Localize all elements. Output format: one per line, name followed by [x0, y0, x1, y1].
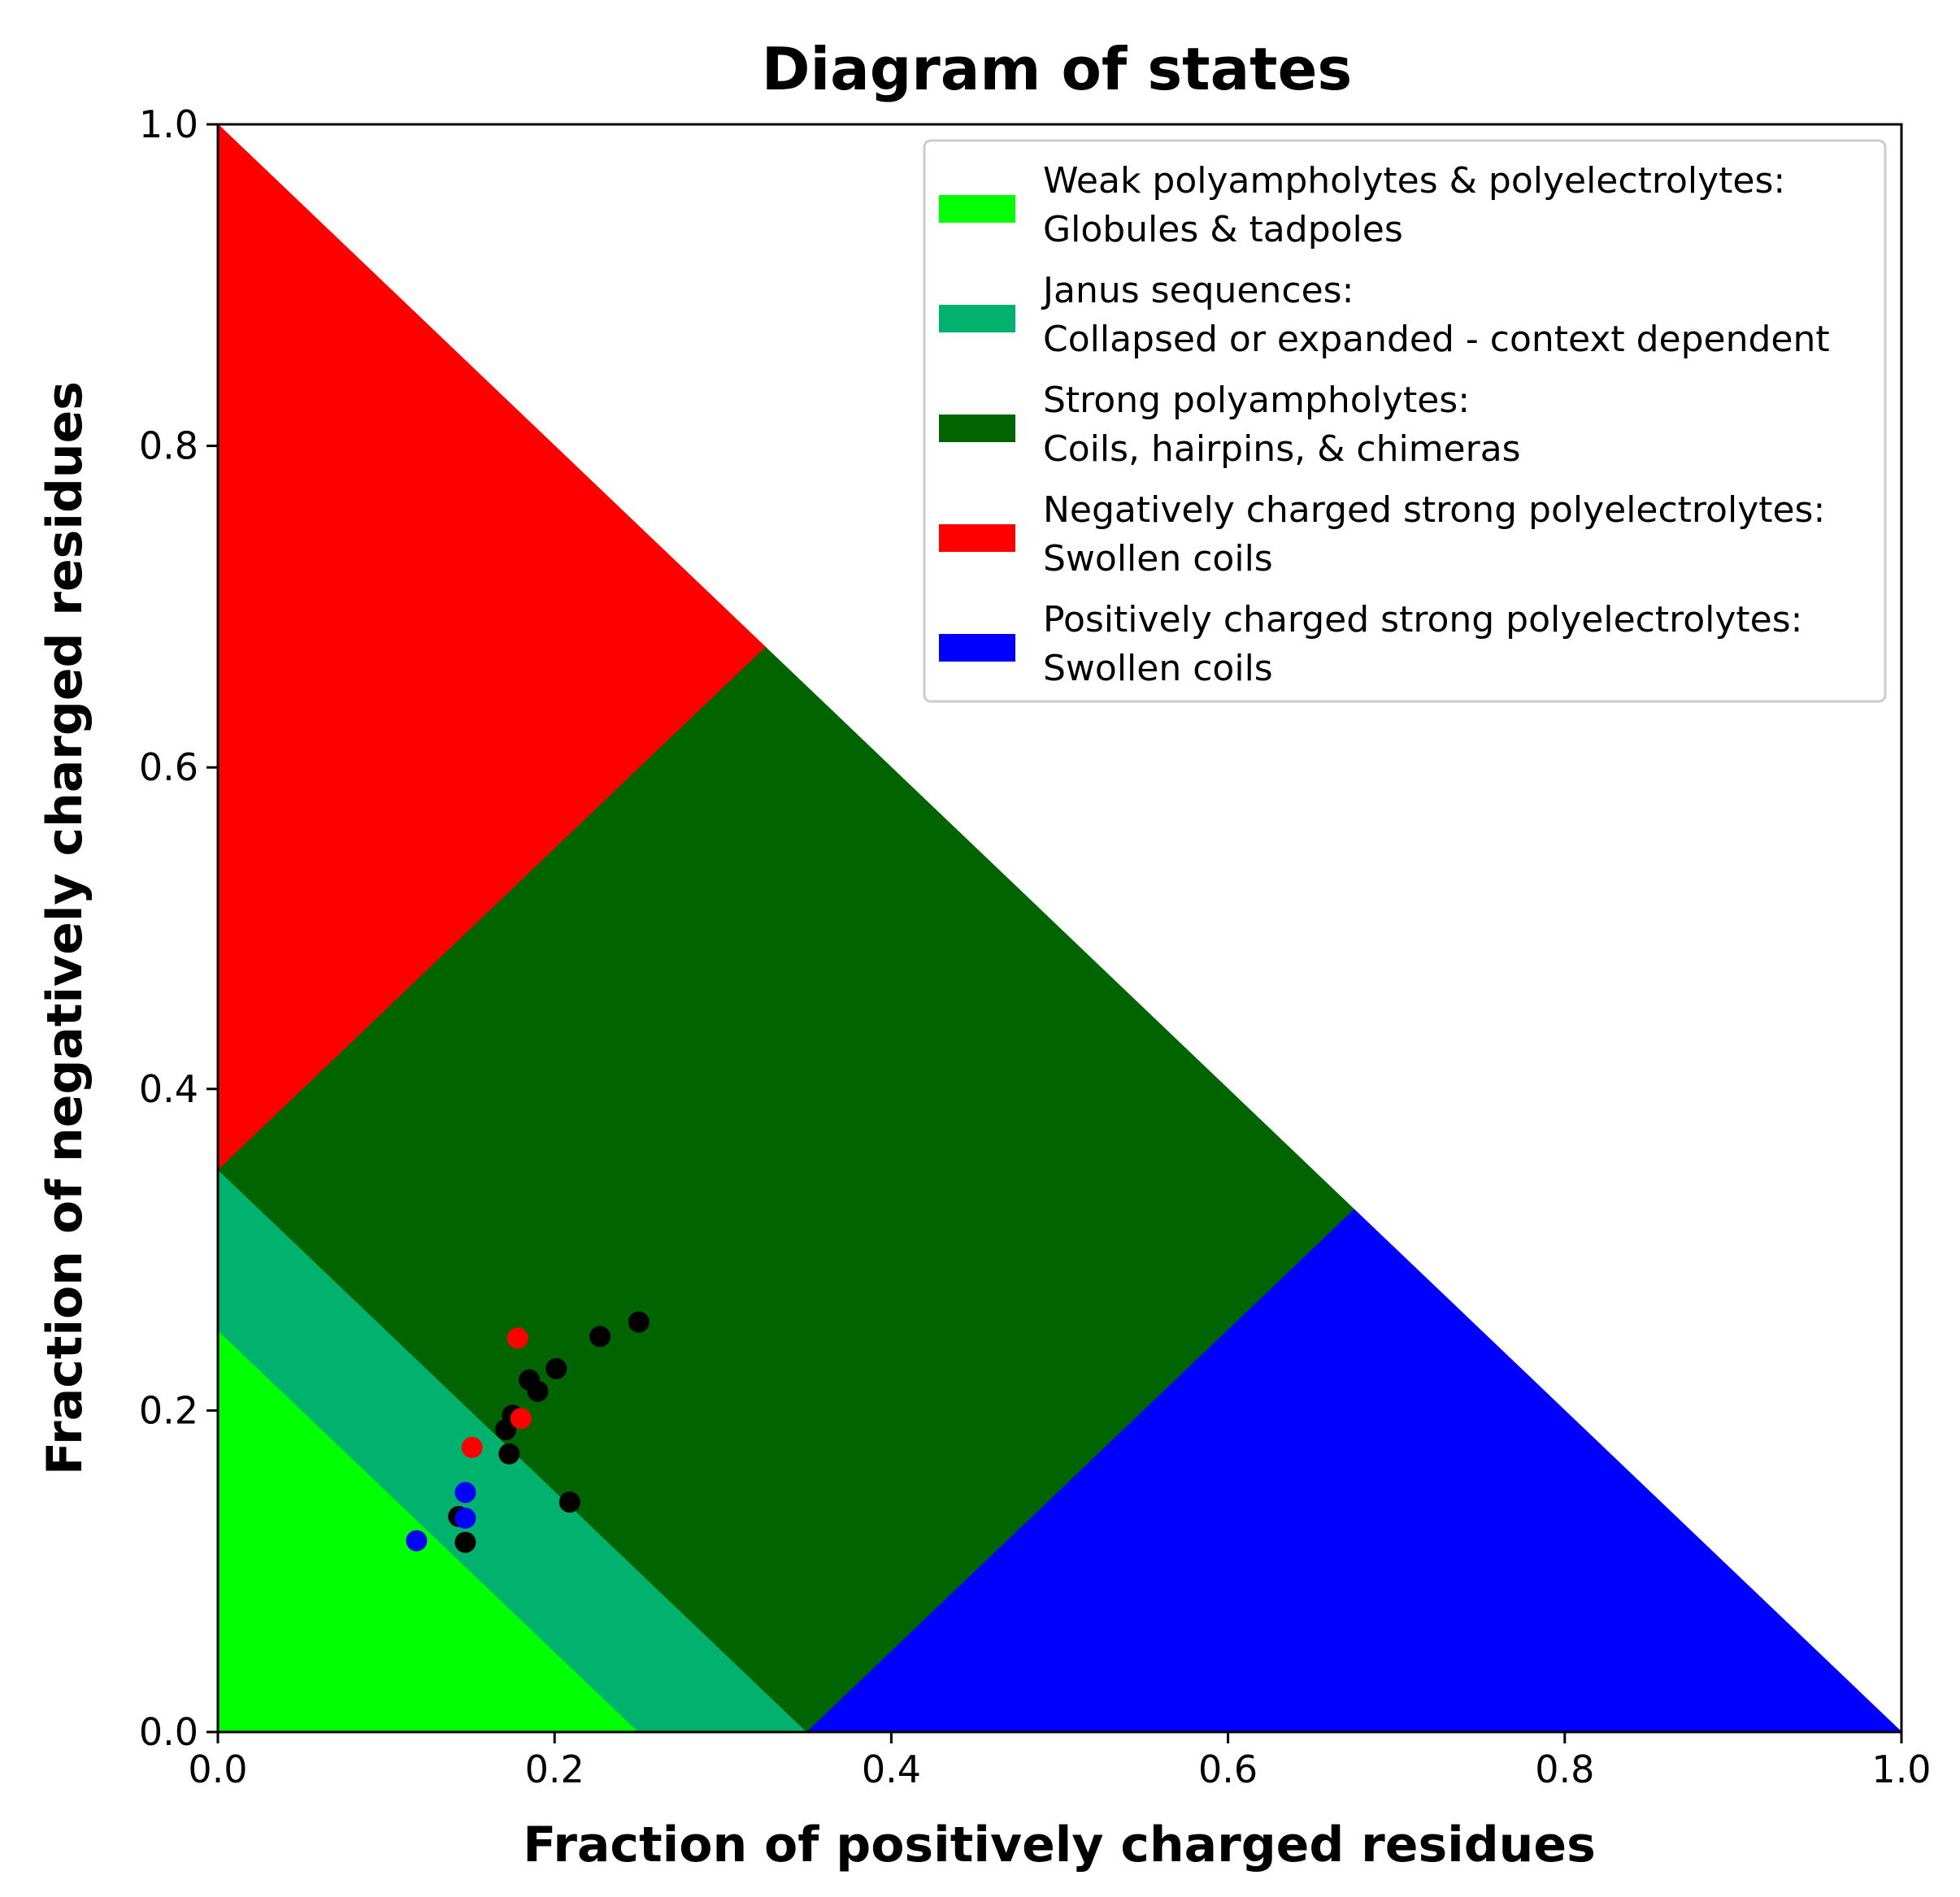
points-layer — [406, 1311, 650, 1553]
y-tick-label-3: 0.6 — [139, 745, 198, 789]
y-axis-ticks: 0.0 0.2 0.4 0.6 0.8 1.0 — [139, 102, 218, 1754]
data-point-s0-2 — [545, 1358, 567, 1379]
legend-swatch-2 — [939, 415, 1015, 442]
legend-label-line2-4: Swollen coils — [1043, 648, 1273, 689]
legend-label-line1-1: Janus sequences: — [1041, 270, 1354, 311]
legend-swatch-1 — [939, 305, 1015, 332]
data-point-s0-7 — [498, 1443, 520, 1465]
y-tick-label-2: 0.4 — [139, 1067, 198, 1111]
data-point-s0-10 — [454, 1531, 476, 1553]
data-point-s0-1 — [589, 1326, 611, 1348]
legend-swatch-0 — [939, 195, 1015, 223]
data-point-s2-1 — [454, 1507, 476, 1529]
legend-swatch-4 — [939, 634, 1015, 662]
data-point-s2-0 — [454, 1482, 476, 1504]
data-point-s0-8 — [558, 1491, 580, 1513]
y-tick-label-0: 0.0 — [139, 1710, 198, 1754]
y-axis-label: Fraction of negatively charged residues — [37, 381, 93, 1475]
y-tick-label-5: 1.0 — [139, 102, 198, 146]
legend-label-line2-2: Coils, hairpins, & chimeras — [1043, 428, 1521, 470]
data-point-s0-0 — [628, 1311, 650, 1333]
legend-label-line1-3: Negatively charged strong polyelectrolyt… — [1043, 489, 1825, 531]
y-tick-label-1: 0.2 — [139, 1388, 198, 1432]
x-tick-label-0: 0.0 — [188, 1747, 247, 1791]
legend-label-line1-4: Positively charged strong polyelectrolyt… — [1043, 599, 1802, 640]
legend-label-line2-3: Swollen coils — [1043, 538, 1273, 580]
legend-label-line2-1: Collapsed or expanded - context dependen… — [1043, 319, 1830, 360]
x-tick-label-3: 0.6 — [1198, 1747, 1258, 1791]
legend-box — [923, 139, 1887, 703]
chart-title: Diagram of states — [762, 35, 1353, 103]
data-point-s0-4 — [527, 1380, 549, 1402]
legend-label-line2-0: Globules & tadpoles — [1043, 209, 1403, 250]
regions-layer — [217, 123, 1903, 1733]
x-tick-label-5: 1.0 — [1871, 1747, 1931, 1791]
data-point-s1-0 — [506, 1327, 528, 1349]
legend-label-line1-2: Strong polyampholytes: — [1043, 380, 1470, 421]
y-tick-label-4: 0.8 — [139, 424, 198, 468]
data-point-s0-6 — [495, 1419, 517, 1441]
legend-label-line1-0: Weak polyampholytes & polyelectrolytes: — [1043, 160, 1785, 202]
data-point-s1-1 — [510, 1408, 532, 1430]
x-tick-label-4: 0.8 — [1535, 1747, 1594, 1791]
x-axis-label: Fraction of positively charged residues — [523, 1817, 1596, 1873]
data-point-s1-2 — [461, 1436, 483, 1458]
x-tick-label-2: 0.4 — [862, 1747, 921, 1791]
x-axis-ticks: 0.0 0.2 0.4 0.6 0.8 1.0 — [188, 1732, 1932, 1791]
data-point-s2-2 — [406, 1530, 428, 1552]
x-tick-label-1: 0.2 — [525, 1747, 585, 1791]
legend-swatch-3 — [939, 524, 1015, 552]
plot-frame — [216, 123, 1903, 1734]
legend: Weak polyampholytes & polyelectrolytes: G… — [923, 139, 1887, 703]
